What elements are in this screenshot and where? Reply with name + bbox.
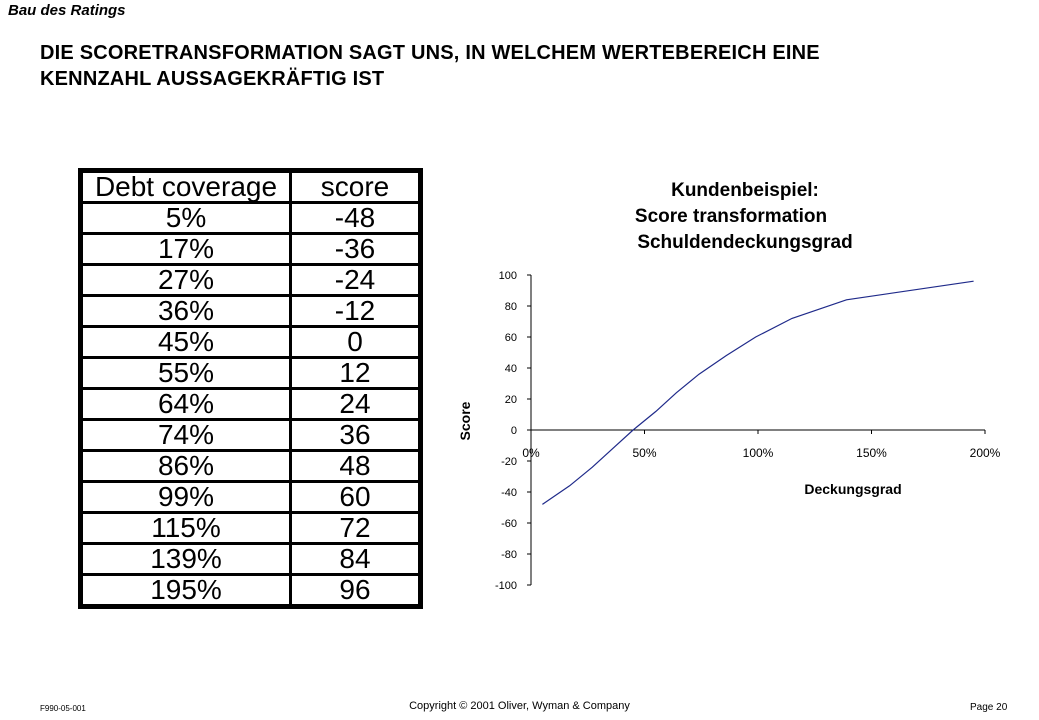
y-tick-label: 40: [505, 363, 517, 375]
score-cell: -48: [289, 201, 422, 235]
table-row: 36% -12: [79, 294, 422, 328]
y-axis-title: Score: [457, 401, 473, 440]
debt-coverage-cell: 36%: [79, 294, 292, 328]
score-cell: 0: [289, 325, 422, 359]
y-tick-label: 80: [505, 301, 517, 313]
score-cell: 60: [289, 480, 422, 514]
x-axis-title: Deckungsgrad: [804, 481, 901, 497]
copyright: Copyright © 2001 Oliver, Wyman & Company: [409, 700, 630, 712]
score-cell: 12: [289, 356, 422, 390]
y-tick-label: 100: [499, 270, 517, 282]
x-tick-label: 100%: [743, 446, 774, 460]
score-table: Debt coverage score 5% -48 17% -36 27% -24 36%…: [78, 168, 423, 609]
page-title-line-2: KENNZAHL AUSSAGEKRÄFTIG IST: [40, 68, 385, 90]
debt-coverage-cell: 27%: [79, 263, 292, 297]
table-row: 45% 0: [79, 325, 422, 359]
score-cell: 96: [289, 573, 422, 608]
score-cell: 84: [289, 542, 422, 576]
score-cell: 72: [289, 511, 422, 545]
table-body: 5% -48 17% -36 27% -24 36% -12 45% 0 55% 12 64% 24 74%…: [79, 201, 422, 608]
table-row: 27% -24: [79, 263, 422, 297]
debt-coverage-cell: 86%: [79, 449, 292, 483]
table-row: 99% 60: [79, 480, 422, 514]
score-cell: 36: [289, 418, 422, 452]
y-tick-label: -60: [501, 518, 517, 530]
y-tick-label: -40: [501, 487, 517, 499]
table-row: 74% 36: [79, 418, 422, 452]
debt-coverage-cell: 64%: [79, 387, 292, 421]
chart-title-line-1: Kundenbeispiel:: [671, 180, 819, 201]
table-row: 55% 12: [79, 356, 422, 390]
column-header-debt-coverage: Debt coverage: [79, 169, 292, 204]
score-cell: 48: [289, 449, 422, 483]
debt-coverage-cell: 45%: [79, 325, 292, 359]
x-tick-label: 150%: [856, 446, 887, 460]
debt-coverage-cell: 74%: [79, 418, 292, 452]
column-header-score: score: [289, 169, 422, 204]
chart-title-line-3: Schuldendeckungsgrad: [637, 232, 853, 253]
y-tick-label: 60: [505, 332, 517, 344]
y-tick-label: -80: [501, 549, 517, 561]
x-tick-label: 0%: [522, 446, 540, 460]
page-number: Page 20: [970, 702, 1008, 713]
page-title: DIE SCORETRANSFORMATION SAGT UNS, IN WEL…: [40, 40, 1000, 92]
debt-coverage-cell: 55%: [79, 356, 292, 390]
table-row: 86% 48: [79, 449, 422, 483]
table-row: 139% 84: [79, 542, 422, 576]
score-cell: -36: [289, 232, 422, 266]
debt-coverage-cell: 99%: [79, 480, 292, 514]
y-tick-label: -100: [495, 580, 517, 592]
debt-coverage-cell: 195%: [79, 573, 292, 608]
debt-coverage-cell: 139%: [79, 542, 292, 576]
score-cell: -24: [289, 263, 422, 297]
section-label: Bau des Ratings: [8, 2, 126, 19]
score-cell: 24: [289, 387, 422, 421]
chart-title: Kundenbeispiel: Score transformation Sch…: [580, 178, 910, 256]
table-row: 195% 96: [79, 573, 422, 608]
y-tick-label: -20: [501, 456, 517, 468]
debt-coverage-cell: 115%: [79, 511, 292, 545]
document-code: F990-05-001: [40, 704, 86, 713]
series-line: [542, 280, 974, 505]
y-tick-label: 0: [511, 425, 517, 437]
score-cell: -12: [289, 294, 422, 328]
debt-coverage-cell: 17%: [79, 232, 292, 266]
page-title-line-1: DIE SCORETRANSFORMATION SAGT UNS, IN WEL…: [40, 42, 820, 64]
x-tick-label: 50%: [632, 446, 656, 460]
table-row: 5% -48: [79, 201, 422, 235]
x-tick-label: 200%: [970, 446, 1001, 460]
y-tick-label: 20: [505, 394, 517, 406]
table-row: 64% 24: [79, 387, 422, 421]
chart-title-line-2: Score transformation: [634, 206, 828, 227]
table-row: 17% -36: [79, 232, 422, 266]
table-header-row: Debt coverage score: [79, 169, 422, 204]
debt-coverage-cell: 5%: [79, 201, 292, 235]
table-row: 115% 72: [79, 511, 422, 545]
